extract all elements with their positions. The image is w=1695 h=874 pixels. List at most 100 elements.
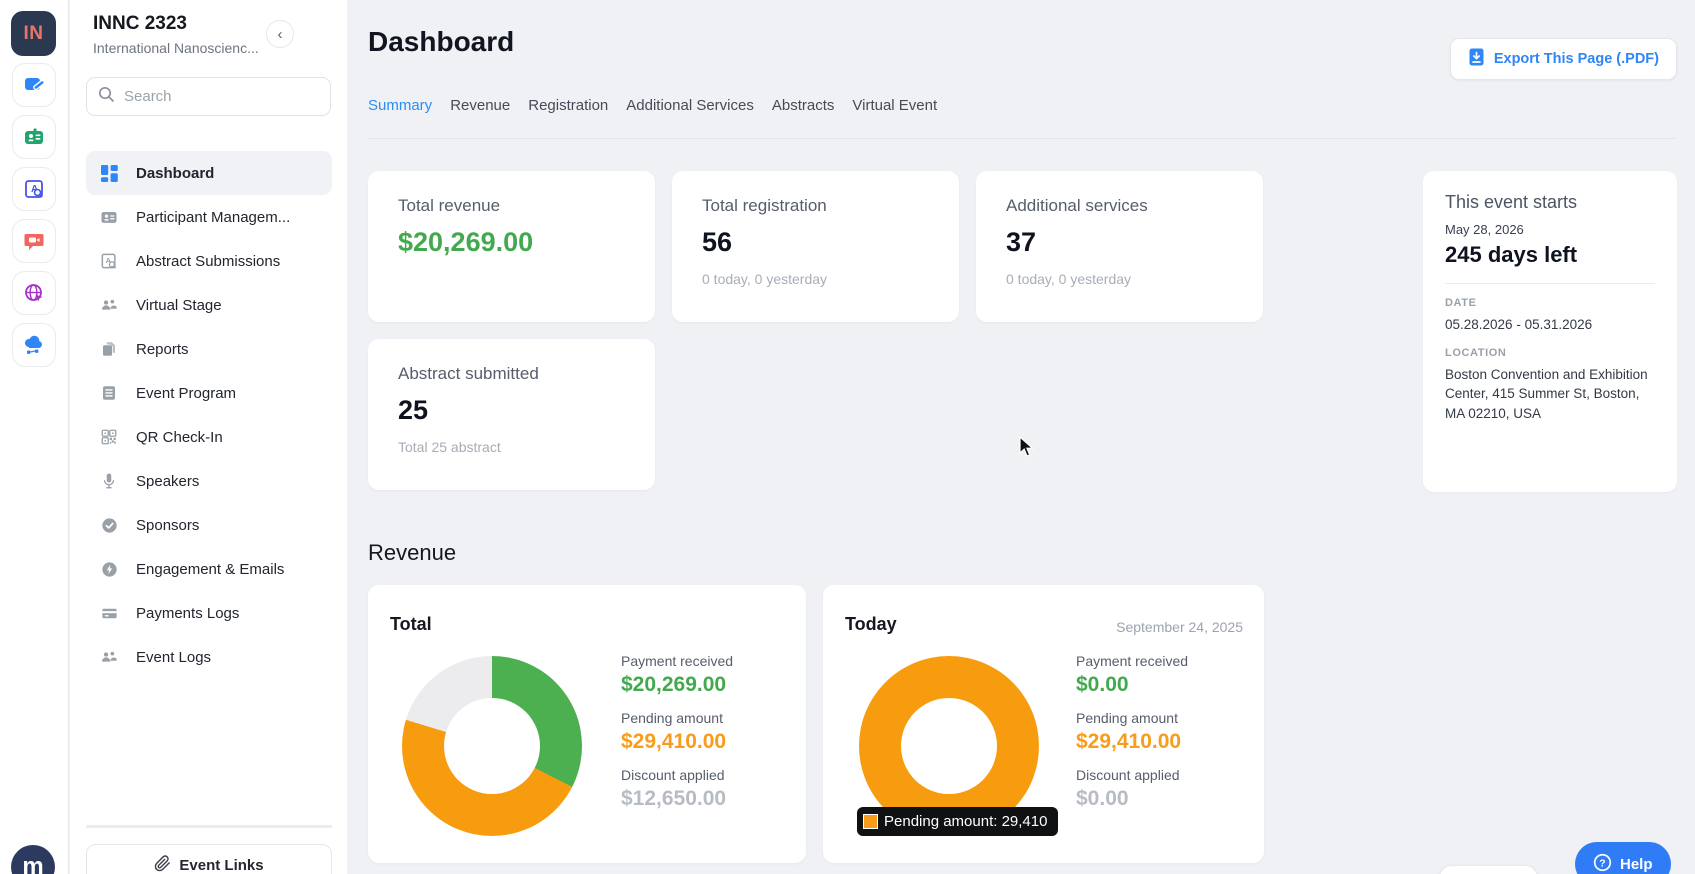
chart-tooltip: Pending amount: 29,410 — [857, 807, 1059, 836]
sidebar-item-payments-logs[interactable]: Payments Logs — [86, 591, 332, 635]
value-amount: $29,410.00 — [621, 730, 727, 753]
value-row: Pending amount $29,410.00 — [621, 710, 733, 754]
sidebar-item-label: Participant Managem... — [136, 208, 291, 226]
dashboard-grid-icon — [99, 163, 119, 183]
people-icon — [99, 295, 119, 315]
tab-virtual-event[interactable]: Virtual Event — [852, 97, 938, 114]
sidebar-item-label: Event Logs — [136, 648, 212, 666]
floating-widget-partial[interactable] — [1440, 866, 1537, 874]
sidebar-item-event-logs[interactable]: Event Logs — [86, 635, 332, 679]
export-pdf-button[interactable]: Export This Page (.PDF) — [1449, 38, 1677, 80]
stat-label: Abstract submitted — [398, 364, 539, 383]
donut-hole — [444, 698, 540, 794]
tab-summary[interactable]: Summary — [368, 97, 433, 114]
video-chat-icon[interactable] — [12, 219, 56, 263]
value-row: Pending amount $29,410.00 — [1076, 710, 1188, 754]
stats-row: Total revenue $20,269.00 Total registrat… — [368, 171, 1263, 322]
sidebar-item-speakers[interactable]: Speakers — [86, 459, 332, 503]
platform-logo[interactable]: m — [11, 845, 55, 874]
cloud-network-icon — [24, 335, 42, 354]
sidebar-item-qr-check-in[interactable]: QR Check-In — [86, 415, 332, 459]
event-date-label: DATE — [1445, 297, 1477, 309]
abstract-search-icon[interactable]: A — [12, 167, 56, 211]
abstract-search-icon: A — [25, 180, 43, 198]
notes-icon — [25, 78, 45, 91]
tooltip-swatch-orange — [863, 814, 878, 829]
page-title: Dashboard — [368, 26, 515, 57]
event-links-label: Event Links — [179, 856, 264, 874]
value-row: Payment received $0.00 — [1076, 653, 1188, 697]
tooltip-text: Pending amount: 29,410 — [884, 813, 1048, 830]
abstract-doc-search-icon: A — [99, 251, 119, 271]
sidebar-collapse-button[interactable]: ‹ — [266, 20, 294, 48]
sidebar-item-sponsors[interactable]: Sponsors — [86, 503, 332, 547]
tab-abstracts[interactable]: Abstracts — [771, 97, 835, 114]
sidebar-item-label: Reports — [136, 340, 189, 358]
total-revenue-donut-chart[interactable] — [402, 656, 582, 836]
tab-additional-services[interactable]: Additional Services — [626, 97, 754, 114]
help-label: Help — [1620, 855, 1653, 873]
bolt-circle-icon — [99, 559, 119, 579]
stat-label: Additional services — [1006, 196, 1148, 215]
stat-value: 37 — [1006, 227, 1037, 257]
value-row: Discount applied $0.00 — [1076, 767, 1188, 811]
copy-doc-icon — [99, 339, 119, 359]
badge-icon[interactable] — [12, 115, 56, 159]
sidebar-item-label: Virtual Stage — [136, 296, 222, 314]
sidebar-item-label: Speakers — [136, 472, 200, 490]
sidebar-item-dashboard[interactable]: Dashboard — [86, 151, 332, 195]
qr-code-icon — [99, 427, 119, 447]
search-input[interactable] — [124, 88, 319, 105]
sidebar-item-virtual-stage[interactable]: Virtual Stage — [86, 283, 332, 327]
paperclip-icon — [154, 854, 171, 874]
revenue-total-title: Total — [390, 614, 432, 634]
revenue-row: Total Payment received $20,269.00 Pendin… — [368, 585, 1264, 863]
credit-card-icon — [99, 603, 119, 623]
sidebar-item-engagement-emails[interactable]: Engagement & Emails — [86, 547, 332, 591]
revenue-total-values: Payment received $20,269.00 Pending amou… — [621, 653, 733, 811]
people-icon — [99, 647, 119, 667]
sidebar-item-participant-management[interactable]: Participant Managem... — [86, 195, 332, 239]
sidebar-item-event-program[interactable]: Event Program — [86, 371, 332, 415]
tab-revenue[interactable]: Revenue — [450, 97, 511, 114]
event-date-range: 05.28.2026 - 05.31.2026 — [1445, 317, 1593, 332]
event-links-button[interactable]: Event Links — [86, 844, 332, 874]
today-revenue-donut-chart[interactable] — [859, 656, 1039, 836]
value-row: Payment received $20,269.00 — [621, 653, 733, 697]
sidebar-item-label: Abstract Submissions — [136, 252, 281, 270]
svg-text:A: A — [31, 184, 38, 195]
globe-cursor-icon — [25, 284, 43, 302]
sidebar-item-label: Sponsors — [136, 516, 200, 534]
stat-card-abstract-submitted: Abstract submitted 25 Total 25 abstract — [368, 339, 655, 490]
help-button[interactable]: ? Help — [1575, 842, 1671, 874]
sidebar-item-label: Payments Logs — [136, 604, 240, 622]
search-box[interactable] — [86, 77, 331, 116]
event-location-label: LOCATION — [1445, 346, 1507, 359]
main-content: Dashboard Export This Page (.PDF) Summar… — [347, 0, 1695, 874]
value-label: Payment received — [621, 653, 734, 669]
tab-registration[interactable]: Registration — [528, 97, 609, 114]
stat-subtext: Total 25 abstract — [398, 439, 501, 455]
value-label: Pending amount — [1076, 710, 1178, 726]
sidebar-item-abstract-submissions[interactable]: A Abstract Submissions — [86, 239, 332, 283]
event-logo[interactable]: IN — [11, 11, 56, 56]
cloud-network-icon[interactable] — [12, 323, 56, 367]
notes-icon[interactable] — [12, 63, 56, 107]
sidebar-footer-divider — [86, 825, 332, 828]
stat-value: 25 — [398, 395, 429, 425]
chevron-left-icon: ‹ — [277, 25, 283, 43]
revenue-heading: Revenue — [368, 540, 457, 565]
download-file-icon — [1468, 48, 1485, 70]
value-amount: $20,269.00 — [621, 673, 727, 696]
video-chat-icon — [24, 234, 44, 250]
stat-card-additional-services: Additional services 37 0 today, 0 yester… — [976, 171, 1263, 322]
revenue-today-values: Payment received $0.00 Pending amount $2… — [1076, 653, 1188, 811]
sidebar-item-label: Event Program — [136, 384, 237, 402]
globe-cursor-icon[interactable] — [12, 271, 56, 315]
value-label: Discount applied — [1076, 767, 1180, 783]
badge-check-icon — [99, 515, 119, 535]
revenue-today-title: Today — [845, 614, 897, 634]
event-start-title: This event starts — [1445, 192, 1578, 212]
sidebar-item-reports[interactable]: Reports — [86, 327, 332, 371]
sidebar-nav: Dashboard Participant Managem... A Abstr… — [86, 151, 332, 679]
